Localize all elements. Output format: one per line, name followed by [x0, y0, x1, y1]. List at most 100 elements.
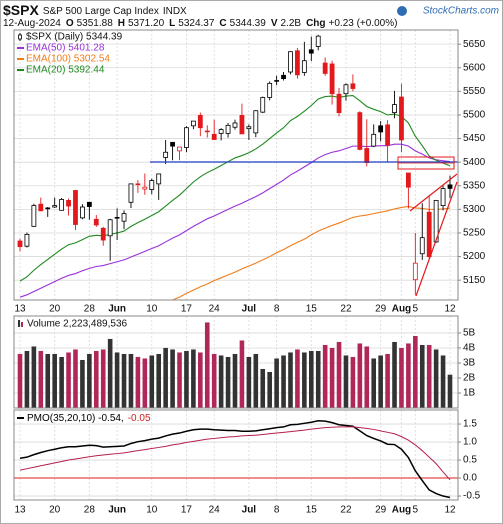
volume-bar — [433, 349, 439, 408]
volume-bar — [211, 353, 217, 408]
candle-body — [114, 216, 120, 219]
candle-body — [17, 240, 23, 248]
candle-body — [31, 205, 37, 227]
volume-bar — [156, 353, 162, 408]
volume-bar — [413, 335, 418, 408]
candle-body — [135, 183, 141, 186]
candle-body — [405, 172, 411, 188]
y-tick-label: 3B — [463, 358, 476, 369]
candle-body — [66, 200, 71, 207]
volume-bar — [246, 356, 252, 408]
ema-line — [19, 95, 451, 282]
quote-value: 5344.39 — [230, 18, 267, 29]
candle-body — [232, 122, 238, 128]
date: 12-Aug-2024 — [3, 18, 61, 29]
candle-body — [385, 124, 390, 146]
pmo-frame — [13, 409, 459, 501]
legend-icon — [21, 322, 23, 327]
x-tick-label: 8 — [274, 304, 280, 315]
candle-body — [38, 203, 44, 212]
y-tick-label: 5200 — [463, 251, 486, 262]
x-tick-label: 5 — [413, 505, 419, 516]
candle-body — [260, 97, 266, 113]
candle-body — [357, 112, 363, 150]
quote-label: C — [219, 18, 226, 29]
volume-bar — [288, 352, 293, 408]
candle-body — [336, 93, 342, 114]
candle-body — [156, 173, 162, 185]
candle-body — [184, 127, 189, 148]
x-tick-label: 5 — [413, 304, 419, 315]
candle-body — [239, 115, 245, 135]
y-tick-label: -0.5 — [463, 491, 481, 502]
x-tick-label: 10 — [146, 304, 158, 315]
price-frame — [13, 29, 459, 301]
candle-body — [447, 184, 453, 189]
volume-bar — [308, 350, 314, 408]
y-tick-label: 1B — [463, 388, 476, 399]
candle-body — [190, 120, 196, 127]
ema-line — [19, 143, 451, 298]
index-name: S&P 500 Large Cap Index — [43, 6, 159, 17]
candle-body — [433, 200, 439, 243]
volume-bar — [253, 353, 259, 408]
y-tick-label: 1.5 — [463, 419, 477, 430]
volume-bar — [343, 355, 349, 408]
x-tick-label: 28 — [84, 505, 96, 516]
y-tick-label: 5500 — [463, 110, 486, 121]
x-tick-label: 15 — [306, 505, 318, 516]
x-tick-label: 12 — [444, 304, 456, 315]
volume-bar — [399, 347, 404, 408]
indicator-line — [19, 420, 451, 499]
symbol: $SPX — [3, 2, 39, 18]
volume-bar — [191, 349, 196, 408]
candle-body — [253, 110, 259, 134]
x-tick-label: 8 — [274, 505, 280, 516]
volume-bar — [24, 350, 30, 408]
volume-bar — [350, 356, 356, 408]
y-tick-label: 5400 — [463, 157, 486, 168]
volume-bar — [315, 350, 321, 408]
y-tick-label: 1.0 — [463, 437, 477, 448]
x-tick-label: 12 — [444, 505, 456, 516]
volume-bar — [135, 356, 141, 408]
x-tick-label: 13 — [14, 304, 26, 315]
volume-bar — [364, 346, 370, 408]
volume-bar — [170, 349, 175, 408]
y-tick-label: 2B — [463, 373, 476, 384]
price-panel — [14, 30, 458, 300]
quote-line: 12-Aug-2024 O 5351.88 H 5371.20 L 5324.37 C 5344… — [3, 18, 397, 29]
x-tick-label: 29 — [375, 505, 387, 516]
candle-body — [399, 96, 404, 141]
volume-bar — [371, 358, 377, 408]
candle-body — [412, 262, 418, 281]
x-tick-label: 22 — [340, 304, 352, 315]
x-tick-label: Jun — [108, 505, 126, 516]
watermark: StockCharts.com — [423, 6, 499, 17]
price-plot — [14, 30, 458, 300]
candle-body — [392, 104, 397, 114]
volume-frame — [13, 315, 459, 409]
candle-body — [308, 49, 314, 54]
candle-body — [163, 151, 169, 158]
y-tick-label: 5450 — [463, 133, 486, 144]
trend-line — [409, 173, 458, 212]
quote-label: L — [169, 18, 175, 29]
y-tick-label: 5150 — [463, 275, 486, 286]
volume-bar — [114, 352, 120, 408]
candle-body — [149, 180, 155, 190]
candle-body — [211, 133, 217, 140]
volume-bar — [281, 355, 286, 408]
candle-body — [288, 51, 293, 73]
trend-line — [415, 181, 458, 297]
candle-body — [322, 62, 328, 74]
volume-bar — [267, 371, 272, 408]
volume-bar — [163, 347, 168, 408]
legend-label: EMA(100) 5302.54 — [26, 54, 110, 65]
volume-bar — [87, 353, 92, 408]
volume-bar — [93, 350, 99, 408]
volume-bar — [107, 338, 113, 408]
x-tick-label: 28 — [84, 304, 96, 315]
